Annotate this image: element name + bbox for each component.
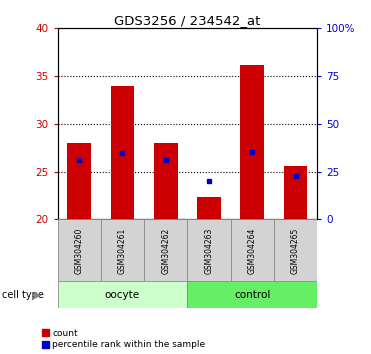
Text: oocyte: oocyte: [105, 290, 140, 300]
Bar: [144, 219, 187, 281]
Text: cell type: cell type: [2, 290, 44, 299]
Text: ▶: ▶: [34, 290, 42, 299]
Bar: [111, 86, 134, 219]
Text: GSM304263: GSM304263: [204, 227, 213, 274]
Text: GSM304264: GSM304264: [248, 227, 257, 274]
Bar: [231, 219, 274, 281]
Bar: [274, 219, 317, 281]
Bar: [154, 143, 178, 219]
Text: GSM304260: GSM304260: [75, 227, 83, 274]
Bar: [58, 219, 101, 281]
Bar: [67, 143, 91, 219]
Title: GDS3256 / 234542_at: GDS3256 / 234542_at: [114, 14, 260, 27]
Text: GSM304265: GSM304265: [291, 227, 300, 274]
Bar: [197, 198, 221, 219]
Legend: count, percentile rank within the sample: count, percentile rank within the sample: [42, 329, 206, 349]
Bar: [187, 219, 231, 281]
Bar: [240, 65, 264, 219]
Bar: [58, 281, 187, 308]
Bar: [187, 281, 317, 308]
Text: GSM304261: GSM304261: [118, 227, 127, 274]
Bar: [284, 166, 308, 219]
Text: control: control: [234, 290, 270, 300]
Bar: [101, 219, 144, 281]
Text: GSM304262: GSM304262: [161, 227, 170, 274]
